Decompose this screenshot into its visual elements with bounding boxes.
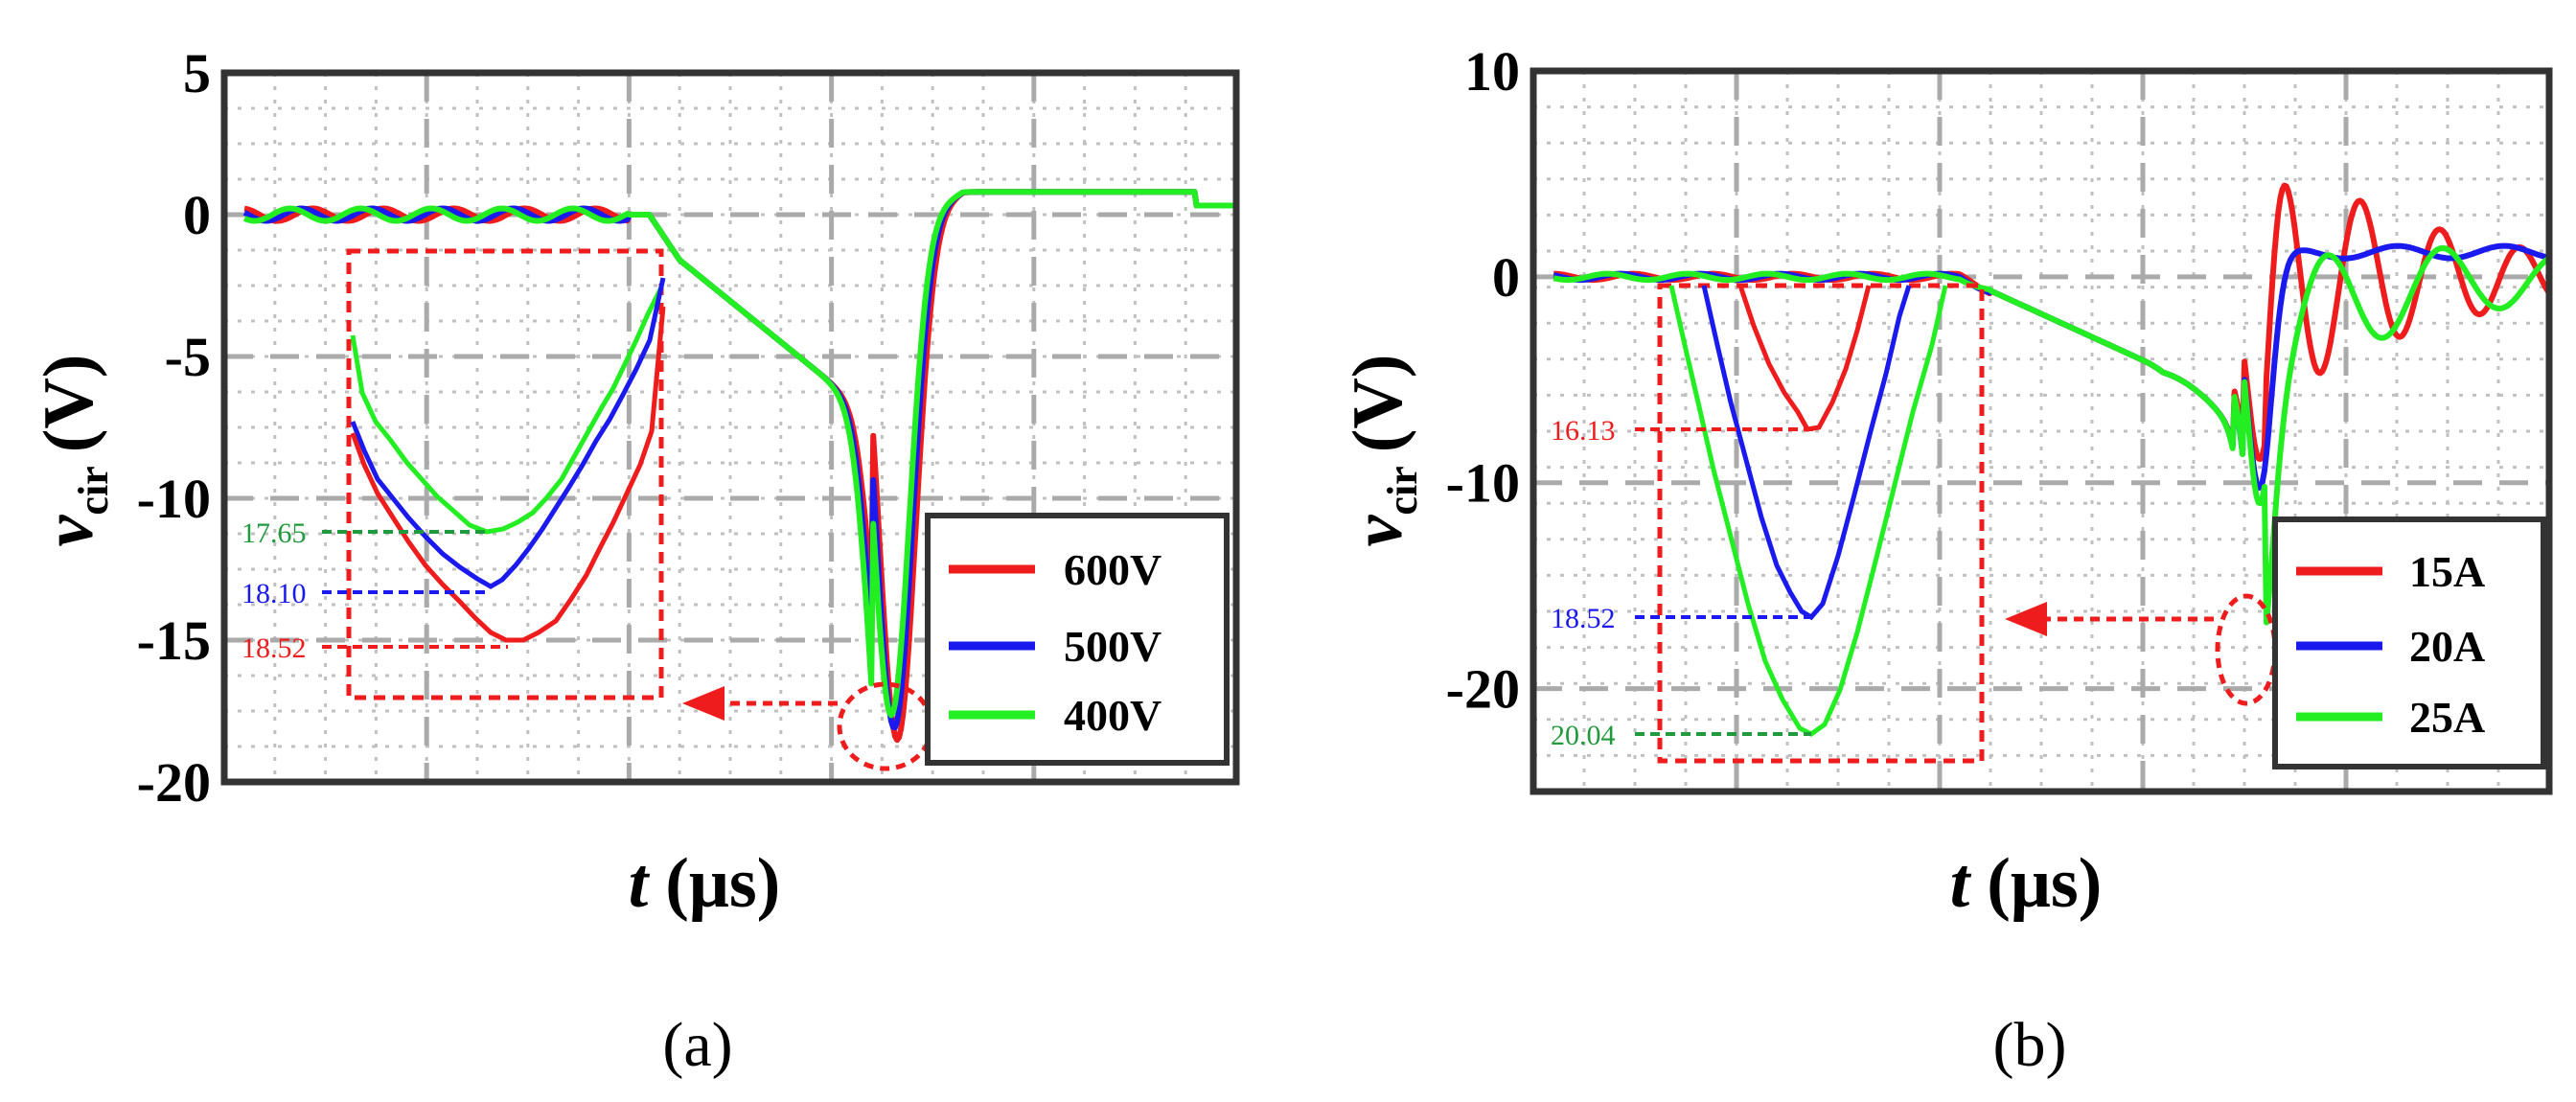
panel-b-legend-label-25a: 25A bbox=[2409, 693, 2485, 742]
panel-a-inset-blue-curve bbox=[350, 277, 666, 589]
panel-a-inset-box bbox=[346, 248, 664, 700]
panel-a-y-tick: -15 bbox=[137, 609, 211, 672]
panel-a: 50-5-10-15-20 17.65 18.10 18.52 600V 500 bbox=[30, 42, 1240, 1080]
panel-a-series-400v bbox=[243, 189, 1237, 719]
panel-b-y-ticks: 10 0 -10 -20 bbox=[1446, 40, 1520, 721]
panel-a-y-tick: -10 bbox=[137, 468, 211, 530]
panel-b-series-25a bbox=[1552, 245, 2551, 626]
panel-b-inset-green-curve bbox=[1668, 285, 1948, 737]
panel-b-arrow-head bbox=[2005, 602, 2047, 636]
panel-b-y-label: vcir (V) bbox=[1339, 355, 1426, 547]
panel-b-inset-box bbox=[1657, 283, 1985, 764]
panel-b-series bbox=[1552, 182, 2552, 626]
svg-text:vcir(V): vcir (V) bbox=[1339, 355, 1426, 547]
panel-b-frame bbox=[1530, 67, 2553, 795]
svg-text:vcir(V): vcir (V) bbox=[30, 355, 117, 547]
panel-b-y-tick: 10 bbox=[1464, 40, 1520, 103]
panel-b-x-label: t (μs) bbox=[1950, 844, 2103, 923]
panel-a-ann-red: 18.52 bbox=[242, 632, 307, 664]
panel-b: 10 0 -10 -20 16.13 18.52 20.04 15A 20A 25A bbox=[1339, 40, 2553, 1080]
panel-a-y-label-main: v bbox=[30, 514, 108, 546]
panel-a-inset: 17.65 18.10 18.52 bbox=[242, 248, 934, 771]
panel-a-y-tick: 5 bbox=[183, 42, 211, 104]
panel-b-x-label-unit: (μs) bbox=[1987, 844, 2102, 923]
panel-a-arrow-head bbox=[682, 686, 724, 721]
panel-a-inset-green-curve bbox=[350, 286, 664, 535]
panel-b-y-label-sub: cir bbox=[1379, 466, 1426, 515]
panel-b-y-tick: 0 bbox=[1492, 246, 1520, 309]
panel-b-y-label-main: v bbox=[1339, 514, 1417, 546]
panel-b-y-tick: -10 bbox=[1446, 452, 1520, 515]
panel-a-caption: (a) bbox=[662, 1010, 732, 1080]
panel-a-x-label: t (μs) bbox=[629, 844, 781, 923]
panel-b-caption: (b) bbox=[1993, 1010, 2067, 1080]
panel-a-legend-box bbox=[925, 513, 1230, 766]
panel-b-ann-green: 20.04 bbox=[1551, 720, 1616, 751]
panel-b-legend-label-20a: 20A bbox=[2409, 622, 2485, 671]
panel-b-inset: 16.13 18.52 20.04 bbox=[1551, 283, 2278, 764]
panel-b-legend-label-15a: 15A bbox=[2409, 547, 2485, 596]
panel-a-legend: 600V 500V 400V bbox=[925, 513, 1230, 766]
panel-a-y-ticks: 5 0 -5 -10 -15 -20 bbox=[137, 42, 211, 814]
panel-b-ann-red: 16.13 bbox=[1551, 415, 1616, 447]
panel-a-legend-label-500v: 500V bbox=[1064, 622, 1162, 671]
panel-b-y-tick: -20 bbox=[1446, 658, 1520, 721]
panel-a-series bbox=[242, 189, 1237, 744]
panel-a-frame bbox=[220, 69, 1240, 786]
panel-b-y-label-unit: (V) bbox=[1339, 355, 1417, 453]
panel-a-legend-label-400v: 400V bbox=[1064, 691, 1162, 740]
panel-a-x-label-unit: (μs) bbox=[665, 844, 780, 923]
panel-a-y-label: vcir (V) bbox=[30, 355, 117, 547]
panel-a-y-label-unit: (V) bbox=[30, 355, 108, 453]
panel-b-legend: 15A 20A 25A bbox=[2272, 517, 2546, 769]
panel-b-inset-blue-curve bbox=[1701, 285, 1912, 621]
panel-a-inset-red-curve bbox=[350, 306, 666, 643]
panel-a-ann-blue: 18.10 bbox=[242, 578, 307, 609]
panel-a-x-label-main: t bbox=[629, 844, 651, 923]
panel-a-y-label-sub: cir bbox=[70, 466, 117, 515]
panel-b-x-label-main: t bbox=[1950, 844, 1972, 923]
panel-a-legend-label-600v: 600V bbox=[1064, 545, 1162, 594]
panel-a-y-tick: -5 bbox=[165, 326, 211, 388]
panel-a-y-tick: -20 bbox=[137, 751, 211, 814]
panel-a-ann-green: 17.65 bbox=[242, 517, 307, 549]
panel-a-y-tick: 0 bbox=[183, 184, 211, 246]
panel-b-ann-blue: 18.52 bbox=[1551, 603, 1616, 634]
